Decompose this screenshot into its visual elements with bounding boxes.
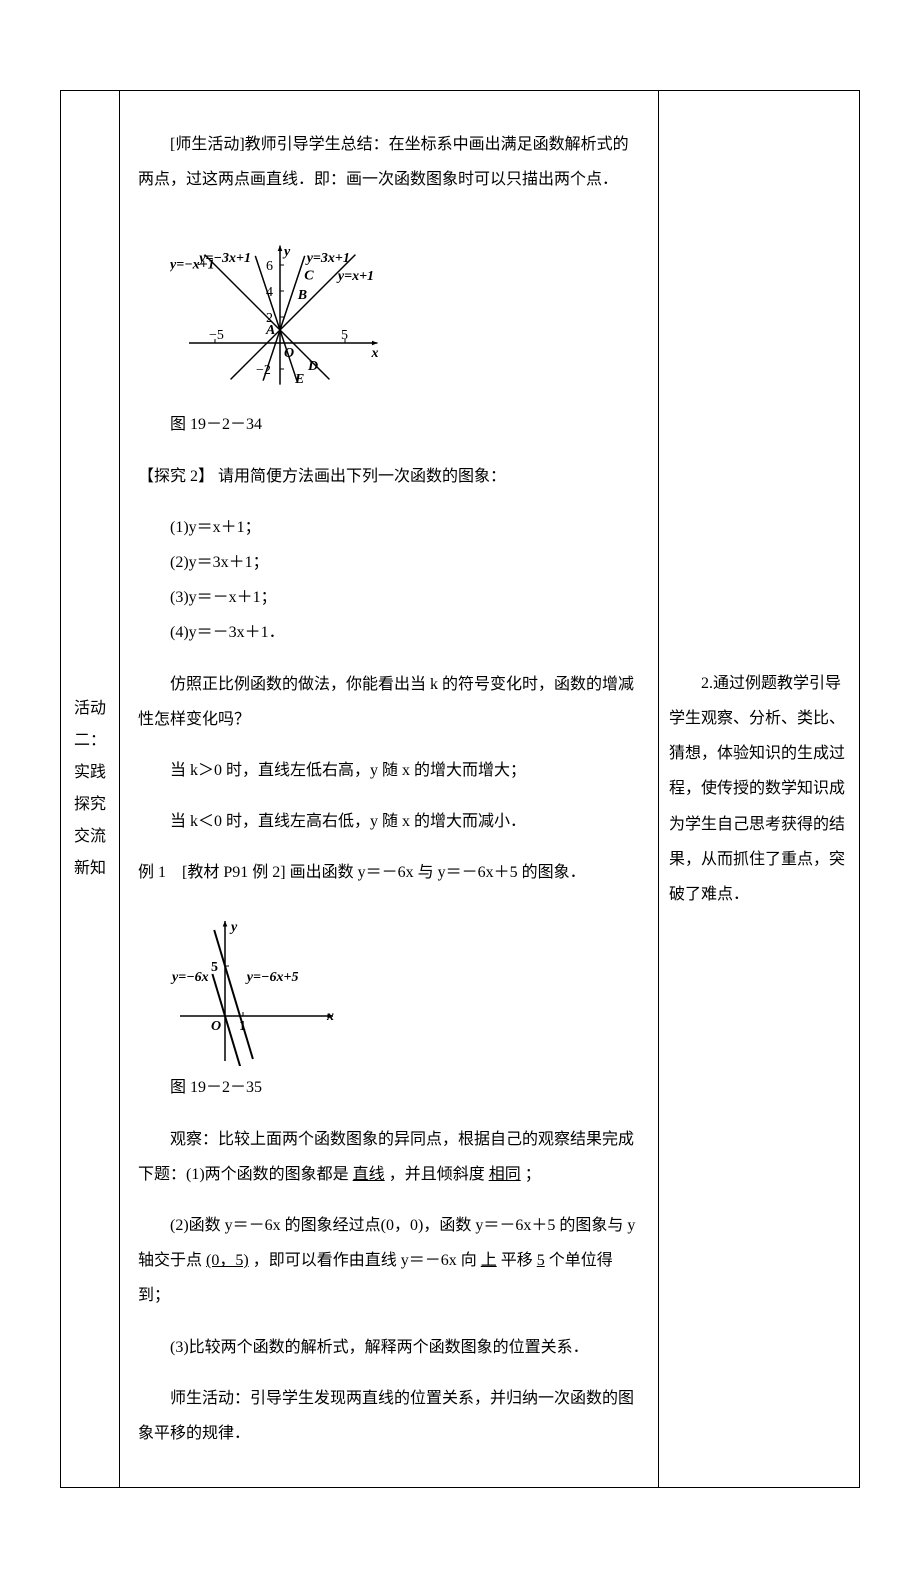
- teacher-student-activity: [师生活动]教师引导学生总结：在坐标系中画出满足函数解析式的两点，过这两点画直线…: [138, 127, 640, 197]
- svg-text:6: 6: [266, 259, 273, 274]
- svg-text:x: x: [326, 1009, 334, 1024]
- q2-blank-1: (0，5): [206, 1252, 249, 1269]
- svg-text:D: D: [307, 359, 318, 374]
- figure-1: −55642−2ABCDEOxyy=3x+1y=x+1y=−x+1y=−3x+1: [138, 213, 640, 403]
- example-1-label: 例 1 [教材 P91 例 2]: [138, 864, 286, 881]
- observe-q3: (3)比较两个函数的解析式，解释两个函数图象的位置关系．: [138, 1330, 640, 1365]
- q2-blank-3: 5: [537, 1252, 545, 1269]
- page: 活动二：实践探究交流新知 [师生活动]教师引导学生总结：在坐标系中画出满足函数解…: [0, 0, 920, 1578]
- svg-text:5: 5: [211, 960, 218, 975]
- inquiry-2-text: 请用简便方法画出下列一次函数的图象：: [214, 468, 506, 485]
- figure-2-caption: 图 19－2－35: [138, 1070, 640, 1105]
- example-1-text: 画出函数 y＝－6x 与 y＝－6x＋5 的图象．: [286, 864, 586, 881]
- main-table: 活动二：实践探究交流新知 [师生活动]教师引导学生总结：在坐标系中画出满足函数解…: [60, 90, 860, 1488]
- svg-text:O: O: [211, 1019, 221, 1034]
- activity-label-cell: 活动二：实践探究交流新知: [61, 91, 120, 1488]
- svg-text:E: E: [294, 372, 304, 387]
- svg-text:y=x+1: y=x+1: [336, 269, 374, 284]
- example-1: 例 1 [教材 P91 例 2] 画出函数 y＝－6x 与 y＝－6x＋5 的图…: [138, 855, 640, 890]
- activity-label: 活动二：实践探究交流新知: [65, 693, 115, 885]
- inquiry-2: 【探究 2】 请用简便方法画出下列一次函数的图象：: [138, 459, 640, 494]
- q1-blank-1: 直线: [353, 1166, 385, 1183]
- observe-q1: 观察：比较上面两个函数图象的异同点，根据自己的观察结果完成下题：(1)两个函数的…: [138, 1122, 640, 1192]
- commentary-text: 2.通过例题教学引导学生观察、分析、类比、猜想，体验知识的生成过程，使传授的数学…: [669, 666, 849, 912]
- svg-text:y=−6x+5: y=−6x+5: [245, 970, 299, 985]
- svg-text:y=3x+1: y=3x+1: [305, 251, 350, 266]
- figure-2: 5 1 Ox y y=−6x y=−6x+5: [138, 906, 640, 1066]
- content-cell: [师生活动]教师引导学生总结：在坐标系中画出满足函数解析式的两点，过这两点画直线…: [120, 91, 659, 1488]
- svg-text:−5: −5: [209, 328, 224, 343]
- figure-1-svg: −55642−2ABCDEOxyy=3x+1y=x+1y=−x+1y=−3x+1: [170, 213, 390, 403]
- q1-blank-2: 相同: [489, 1166, 521, 1183]
- equation-3: (3)y＝－x＋1；: [138, 580, 640, 615]
- svg-text:y: y: [229, 920, 238, 935]
- commentary-cell: 2.通过例题教学引导学生观察、分析、类比、猜想，体验知识的生成过程，使传授的数学…: [659, 91, 860, 1488]
- svg-text:O: O: [284, 346, 294, 361]
- equation-1: (1)y＝x＋1；: [138, 510, 640, 545]
- svg-text:y=−3x+1: y=−3x+1: [197, 251, 251, 266]
- q1-text-e: ；: [525, 1166, 541, 1183]
- svg-text:B: B: [297, 288, 307, 303]
- q1-text-a: 观察：比较上面两个函数图象的异同点，根据自己的观察结果完成下题：(1)两个函数的…: [138, 1131, 634, 1183]
- question-k-sign: 仿照正比例函数的做法，你能看出当 k 的符号变化时，函数的增减性怎样变化吗？: [138, 667, 640, 737]
- teacher-student-activity-2: 师生活动：引导学生发现两直线的位置关系，并归纳一次函数的图象平移的规律．: [138, 1381, 640, 1451]
- svg-text:x: x: [371, 346, 379, 361]
- inquiry-2-label: 【探究 2】: [138, 468, 214, 485]
- svg-text:C: C: [304, 269, 314, 284]
- equation-4: (4)y＝－3x＋1．: [138, 615, 640, 650]
- observe-q2: (2)函数 y＝－6x 的图象经过点(0，0)，函数 y＝－6x＋5 的图象与 …: [138, 1208, 640, 1314]
- k-negative: 当 k＜0 时，直线左高右低，y 随 x 的增大而减小．: [138, 804, 640, 839]
- svg-text:y: y: [282, 245, 291, 260]
- q1-text-c: ，并且倾斜度: [389, 1166, 485, 1183]
- q2-blank-2: 上: [481, 1252, 497, 1269]
- figure-1-caption: 图 19－2－34: [138, 407, 640, 442]
- q2-text-e: 平移: [501, 1252, 533, 1269]
- figure-2-svg: 5 1 Ox y y=−6x y=−6x+5: [170, 906, 340, 1066]
- q2-text-c: ，即可以看作由直线 y＝－6x 向: [253, 1252, 477, 1269]
- svg-text:y=−6x: y=−6x: [170, 970, 209, 985]
- svg-text:A: A: [265, 323, 275, 338]
- k-positive: 当 k＞0 时，直线左低右高，y 随 x 的增大而增大；: [138, 753, 640, 788]
- svg-text:1: 1: [239, 1019, 246, 1034]
- equation-2: (2)y＝3x＋1；: [138, 545, 640, 580]
